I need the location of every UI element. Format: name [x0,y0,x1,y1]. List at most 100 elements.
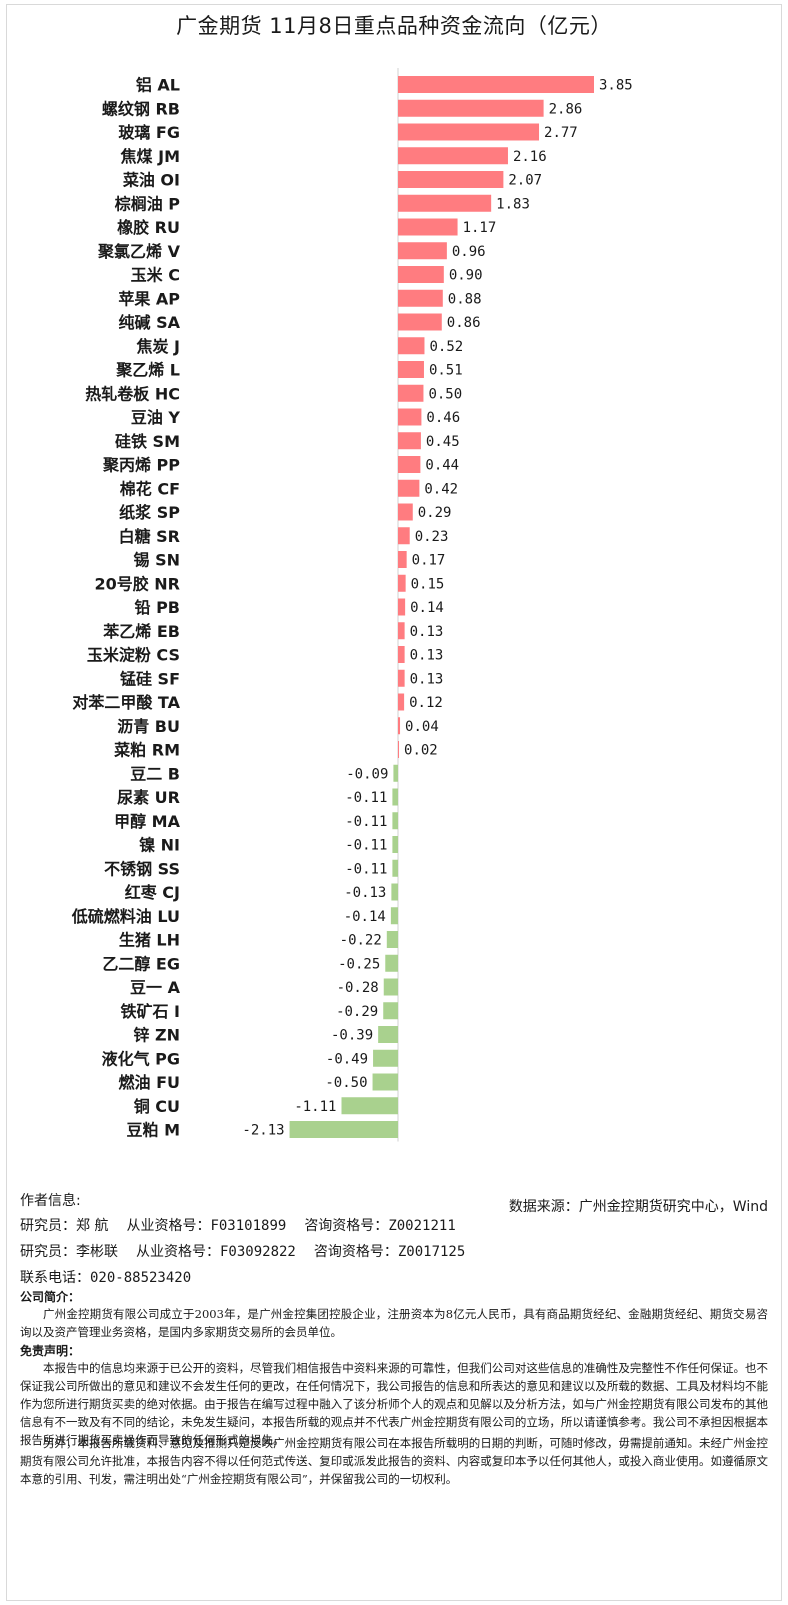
value-label: 0.29 [418,505,452,521]
bar [398,432,421,450]
value-label: -0.11 [345,790,387,806]
category-label: 豆油 Y [131,408,181,427]
category-label: 纸浆 SP [119,503,180,522]
bar [398,479,420,497]
category-label: 焦煤 JM [120,147,180,166]
bar [398,123,540,141]
bar [398,384,424,402]
category-label: 铅 PB [135,598,181,617]
bar [383,978,398,996]
bar [392,812,398,830]
cert-number: F03101899 [210,1218,287,1234]
phone-number: 020-88523420 [90,1270,192,1286]
bar [372,1073,398,1091]
value-label: 0.51 [429,363,463,379]
phone-row: 联系电话：020-88523420 [20,1267,191,1287]
category-label: 锡 SN [134,551,181,570]
category-label: 棕榈油 P [115,194,181,213]
bar [398,242,447,260]
category-label: 红枣 CJ [125,883,180,902]
category-label: 苹果 AP [118,289,180,308]
bar [393,764,398,782]
value-label: 2.16 [513,149,547,165]
data-source: 数据来源：广州金控期货研究中心，Wind [508,1199,768,1215]
value-label: 0.88 [448,291,482,307]
category-label: 焦炭 J [135,337,180,356]
bar [398,574,406,592]
value-label: 0.15 [411,576,445,592]
category-label: 热轧卷板 HC [85,384,180,403]
bar [392,836,398,853]
bar [398,598,406,616]
author-heading: 作者信息: [20,1193,81,1209]
category-label: 菜油 OI [122,171,180,190]
category-label: 苯乙烯 EB [102,622,180,641]
value-label: 0.12 [409,695,443,711]
bar [373,1049,398,1067]
bar [392,788,398,806]
category-label: 豆二 B [130,764,180,783]
bar [341,1097,398,1115]
category-label: 不锈钢 SS [104,859,180,878]
bar-chart: 铝 AL 3.85 螺纹钢 RB 2.86 玻璃 FG 2.77 焦煤 JM 2.16 菜油 O… [71,68,633,1142]
value-label: 1.83 [496,196,530,212]
value-label: 0.46 [426,410,460,426]
bar [398,361,424,378]
consult-label: 咨询资格号： [304,1218,389,1234]
value-label: -0.11 [345,814,387,830]
category-label: 聚丙烯 PP [102,456,180,475]
cert-number: F03092822 [220,1244,296,1260]
bar [398,646,405,663]
bar [398,99,544,117]
value-label: -0.14 [344,909,386,925]
category-label: 聚氯乙烯 V [97,242,181,261]
researcher-label: 研究员： [20,1218,76,1234]
bar [385,954,398,972]
value-label: 0.52 [429,339,463,355]
category-label: 玻璃 FG [118,123,180,142]
category-label: 铝 AL [136,76,180,95]
disclaimer-paragraph-2: 另外，本报告所载资料、意见及推测只是反映广州金控期货有限公司在本报告所载明的日期… [20,1436,768,1486]
value-label: 2.77 [544,125,578,141]
category-label: 豆粕 M [127,1121,181,1140]
value-label: -0.29 [336,1004,378,1020]
category-label: 铁矿石 I [120,1002,180,1021]
value-label: -0.11 [345,838,387,854]
category-label: 镍 NI [139,836,180,855]
researcher-row-1: 研究员：郑 航 从业资格号：F03101899 咨询资格号：Z0021211 [20,1215,456,1235]
researcher-name: 郑 航 [76,1218,109,1234]
value-label: -1.11 [294,1099,336,1115]
value-label: 0.02 [404,743,438,759]
value-label: 0.23 [415,529,449,545]
bar [398,622,405,640]
value-label: -0.49 [326,1051,368,1067]
bar [398,717,401,735]
bar [398,408,422,426]
bar [398,669,405,687]
value-label: 0.50 [428,386,462,402]
category-label: 铜 CU [134,1097,180,1116]
value-label: -0.22 [340,933,382,949]
bar [398,551,407,568]
bar [398,289,443,307]
company-intro: 广州金控期货有限公司成立于2003年，是广州金控集团控股企业，注册资本为8亿元人… [20,1307,768,1339]
category-label: 豆一 A [130,978,181,997]
bar [398,456,421,473]
bar [386,931,398,948]
value-label: 0.14 [410,600,444,616]
category-label: 螺纹钢 RB [102,99,180,118]
category-label: 橡胶 RU [117,218,180,237]
bar [398,313,442,331]
page-frame [6,4,782,1601]
bar [398,741,400,758]
category-label: 玉米淀粉 CS [87,646,180,665]
bar [391,883,398,901]
category-label: 白糖 SR [119,527,180,546]
category-label: 低硫燃料油 LU [71,907,180,926]
category-label: 生猪 LH [119,931,180,950]
category-label: 锌 ZN [133,1026,180,1045]
category-label: 20号胶 NR [94,574,180,593]
value-label: -2.13 [242,1123,284,1139]
bar [390,907,398,925]
value-label: -0.25 [338,956,380,972]
